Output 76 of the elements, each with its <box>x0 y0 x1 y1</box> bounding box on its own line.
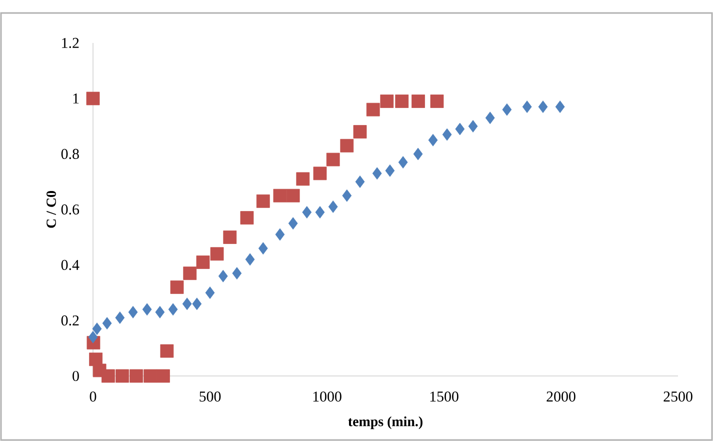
point <box>555 100 565 114</box>
point <box>398 156 408 169</box>
point <box>342 189 352 202</box>
point <box>538 100 548 114</box>
point <box>88 330 98 344</box>
point <box>395 94 409 108</box>
point <box>205 286 215 299</box>
x-tick-label: 2000 <box>546 392 576 402</box>
point <box>183 266 197 280</box>
point <box>168 303 178 316</box>
point <box>240 211 254 225</box>
point <box>485 112 495 124</box>
x-tick-label: 0 <box>90 392 96 402</box>
point <box>192 298 202 310</box>
point <box>218 270 228 282</box>
point <box>210 247 224 261</box>
point <box>170 280 184 294</box>
point <box>366 102 380 116</box>
point <box>315 206 325 218</box>
point <box>155 306 165 318</box>
point <box>502 103 512 116</box>
y-tick-label: 0.4 <box>61 260 80 270</box>
point <box>256 194 270 208</box>
point <box>380 94 394 108</box>
point <box>258 242 268 255</box>
point <box>385 164 395 177</box>
point <box>296 172 310 186</box>
point <box>372 167 382 180</box>
point <box>115 312 125 324</box>
y-axis-title: C / C0 <box>46 191 56 228</box>
x-tick-label: 500 <box>200 392 221 402</box>
x-axis-title: temps (min.) <box>348 416 422 430</box>
y-tick-label: 0.6 <box>61 204 80 215</box>
point <box>286 188 300 202</box>
point <box>142 303 152 316</box>
point <box>182 298 192 310</box>
point <box>223 230 237 244</box>
point <box>128 306 138 318</box>
point <box>430 94 444 108</box>
point <box>313 166 327 180</box>
x-tick-label: 1500 <box>430 392 458 402</box>
point <box>353 125 367 138</box>
point <box>196 256 210 269</box>
point <box>273 188 287 202</box>
point <box>275 228 285 241</box>
point <box>245 253 255 266</box>
point <box>328 200 338 213</box>
point <box>144 369 158 383</box>
point <box>455 122 465 136</box>
y-tick-label: 0.2 <box>61 315 79 326</box>
point <box>102 317 112 330</box>
point <box>130 369 143 383</box>
point <box>92 322 102 336</box>
point <box>413 148 423 160</box>
point <box>302 206 312 218</box>
point <box>232 267 242 280</box>
x-tick-label: 2500 <box>664 392 692 402</box>
point <box>288 217 298 230</box>
point <box>522 100 532 114</box>
point <box>116 369 129 383</box>
y-tick-label: 0 <box>72 370 79 382</box>
point <box>160 344 174 358</box>
point <box>412 94 425 108</box>
y-tick-label: 0.8 <box>61 148 79 160</box>
point <box>102 369 115 383</box>
x-tick-label: 1000 <box>313 392 342 402</box>
point <box>86 92 100 106</box>
point <box>326 152 340 166</box>
point <box>442 128 452 141</box>
y-tick-label: 1 <box>73 94 79 104</box>
point <box>428 134 438 146</box>
point <box>340 138 354 152</box>
point <box>156 369 170 383</box>
point <box>468 120 478 132</box>
y-tick-label: 1.2 <box>62 38 79 48</box>
point <box>355 176 365 188</box>
